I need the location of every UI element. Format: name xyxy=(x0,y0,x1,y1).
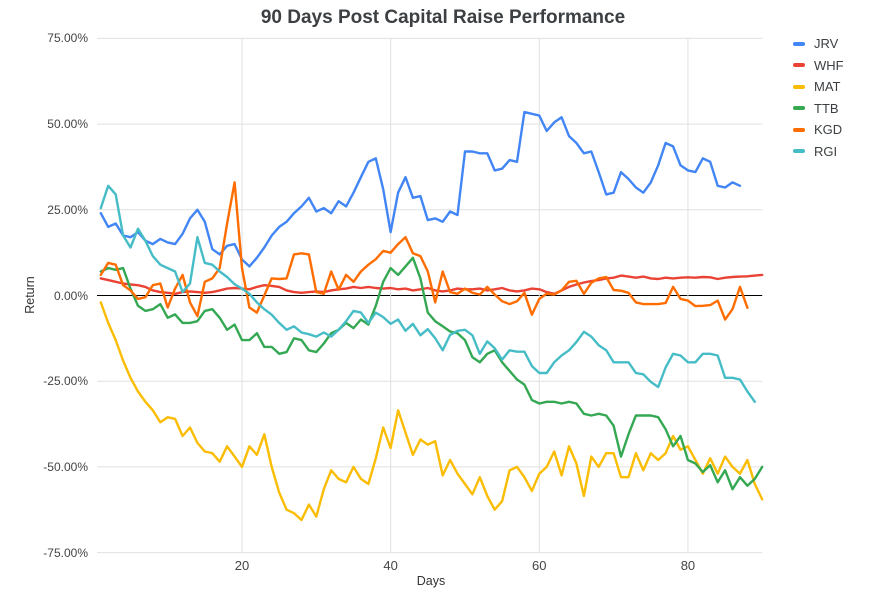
legend-swatch-icon xyxy=(793,149,805,153)
legend-item-label: TTB xyxy=(814,100,839,116)
y-axis-tick-label: 75.00% xyxy=(47,31,88,46)
legend-swatch-icon xyxy=(793,106,805,110)
legend-item-label: KGD xyxy=(814,122,843,137)
x-axis-title: Days xyxy=(416,574,446,588)
legend-item-MAT[interactable]: MAT xyxy=(793,79,844,94)
legend-item-TTB[interactable]: TTB xyxy=(793,101,844,116)
legend-swatch-icon xyxy=(793,41,805,46)
series-line-JRV xyxy=(99,110,742,268)
y-axis-tick-label: 50.00% xyxy=(47,117,88,132)
x-axis-tick-label: 20 xyxy=(234,558,250,573)
y-axis-tick-label: 25.00% xyxy=(47,202,88,217)
legend-item-WHF[interactable]: WHF xyxy=(793,58,844,73)
x-axis-tick-label: 60 xyxy=(532,558,547,573)
legend-item-label: WHF xyxy=(814,57,844,73)
legend: JRV WHF MAT TTB KGD RGI xyxy=(793,36,844,165)
legend-item-label: MAT xyxy=(814,79,841,94)
legend-swatch-icon xyxy=(793,84,805,89)
legend-item-JRV[interactable]: JRV xyxy=(793,36,844,51)
series-line-RGI xyxy=(99,184,756,403)
legend-item-KGD[interactable]: KGD xyxy=(793,122,844,137)
x-axis-tick-label: 40 xyxy=(383,558,398,573)
y-axis-tick-label: 0.00% xyxy=(53,288,88,303)
series-line-TTB xyxy=(99,256,764,491)
y-axis-tick-label: -25.00% xyxy=(43,374,88,389)
x-axis-tick-label: 80 xyxy=(680,558,696,573)
legend-item-label: RGI xyxy=(814,143,838,159)
y-axis-tick-label: -50.00% xyxy=(43,459,88,474)
legend-swatch-icon xyxy=(793,127,805,132)
legend-item-RGI[interactable]: RGI xyxy=(793,144,844,159)
legend-item-label: JRV xyxy=(814,36,839,51)
series-line-MAT xyxy=(99,301,764,522)
y-axis-tick-label: -75.00% xyxy=(43,545,88,560)
series-line-KGD xyxy=(99,181,749,321)
legend-swatch-icon xyxy=(793,63,805,67)
chart-title: 90 Days Post Capital Raise Performance xyxy=(260,7,626,28)
